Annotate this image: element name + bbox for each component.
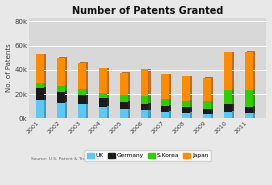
Bar — [182, 76, 190, 101]
Bar — [161, 74, 169, 100]
Bar — [182, 101, 190, 107]
Bar — [184, 76, 192, 100]
Bar — [99, 98, 107, 107]
Bar — [247, 89, 255, 106]
Bar — [163, 105, 171, 111]
Title: Number of Patents Granted: Number of Patents Granted — [72, 6, 223, 16]
Bar — [38, 83, 46, 88]
Bar — [245, 52, 253, 90]
Bar — [120, 102, 128, 109]
Bar — [122, 109, 130, 118]
Bar — [38, 88, 46, 100]
Bar — [143, 103, 151, 110]
Text: Source: U.S. Patent & Trademarks Office: Source: U.S. Patent & Trademarks Office — [31, 157, 119, 162]
Bar — [38, 54, 46, 83]
Bar — [101, 68, 109, 93]
Bar — [78, 63, 86, 89]
Bar — [80, 104, 88, 118]
Bar — [141, 110, 149, 118]
Bar — [203, 109, 211, 114]
Bar — [205, 114, 213, 118]
Bar — [36, 54, 44, 83]
Bar — [226, 104, 234, 111]
Bar — [163, 74, 171, 99]
Bar — [247, 51, 255, 89]
Bar — [59, 91, 67, 102]
Bar — [247, 113, 255, 118]
Bar — [203, 114, 211, 118]
Bar — [163, 99, 171, 105]
Bar — [122, 72, 130, 95]
Bar — [143, 96, 151, 103]
Bar — [161, 112, 169, 118]
Bar — [224, 52, 232, 90]
Bar — [224, 112, 232, 118]
Bar — [78, 95, 86, 104]
Bar — [120, 95, 128, 102]
Bar — [226, 89, 234, 104]
Bar — [78, 89, 86, 95]
Bar — [57, 58, 65, 85]
Bar — [80, 89, 88, 94]
Bar — [161, 105, 169, 112]
Bar — [163, 111, 171, 118]
Bar — [80, 94, 88, 104]
Bar — [184, 100, 192, 107]
Bar — [205, 77, 213, 101]
Bar — [120, 109, 128, 118]
Bar — [205, 101, 213, 109]
Bar — [99, 68, 107, 93]
Bar — [203, 101, 211, 109]
Bar — [143, 110, 151, 118]
Bar — [141, 69, 149, 96]
Bar — [57, 92, 65, 102]
Bar — [101, 93, 109, 98]
Bar — [36, 83, 44, 88]
Bar — [245, 90, 253, 107]
Bar — [122, 95, 130, 101]
Bar — [205, 109, 213, 114]
Bar — [101, 106, 109, 118]
Bar — [101, 98, 109, 106]
Bar — [182, 107, 190, 113]
Y-axis label: No. of Patents: No. of Patents — [5, 44, 11, 92]
Bar — [59, 102, 67, 118]
Bar — [224, 90, 232, 104]
Bar — [226, 52, 234, 89]
Bar — [184, 112, 192, 118]
Bar — [122, 101, 130, 109]
Bar — [36, 88, 44, 100]
Bar — [57, 102, 65, 118]
Bar — [226, 111, 234, 118]
Bar — [59, 85, 67, 91]
Bar — [182, 113, 190, 118]
Bar — [247, 106, 255, 113]
Bar — [203, 78, 211, 101]
Legend: UK, Germany, S.Korea, Japan: UK, Germany, S.Korea, Japan — [84, 150, 211, 161]
Bar — [141, 96, 149, 104]
Bar — [80, 62, 88, 89]
Bar — [245, 113, 253, 118]
Bar — [141, 104, 149, 110]
Bar — [99, 93, 107, 98]
Bar — [184, 107, 192, 112]
Bar — [59, 57, 67, 85]
Bar — [36, 100, 44, 118]
Bar — [143, 69, 151, 96]
Bar — [120, 73, 128, 95]
Bar — [78, 104, 86, 118]
Bar — [99, 107, 107, 118]
Bar — [161, 100, 169, 105]
Bar — [38, 100, 46, 118]
Bar — [57, 85, 65, 92]
Bar — [224, 104, 232, 112]
Bar — [245, 107, 253, 113]
